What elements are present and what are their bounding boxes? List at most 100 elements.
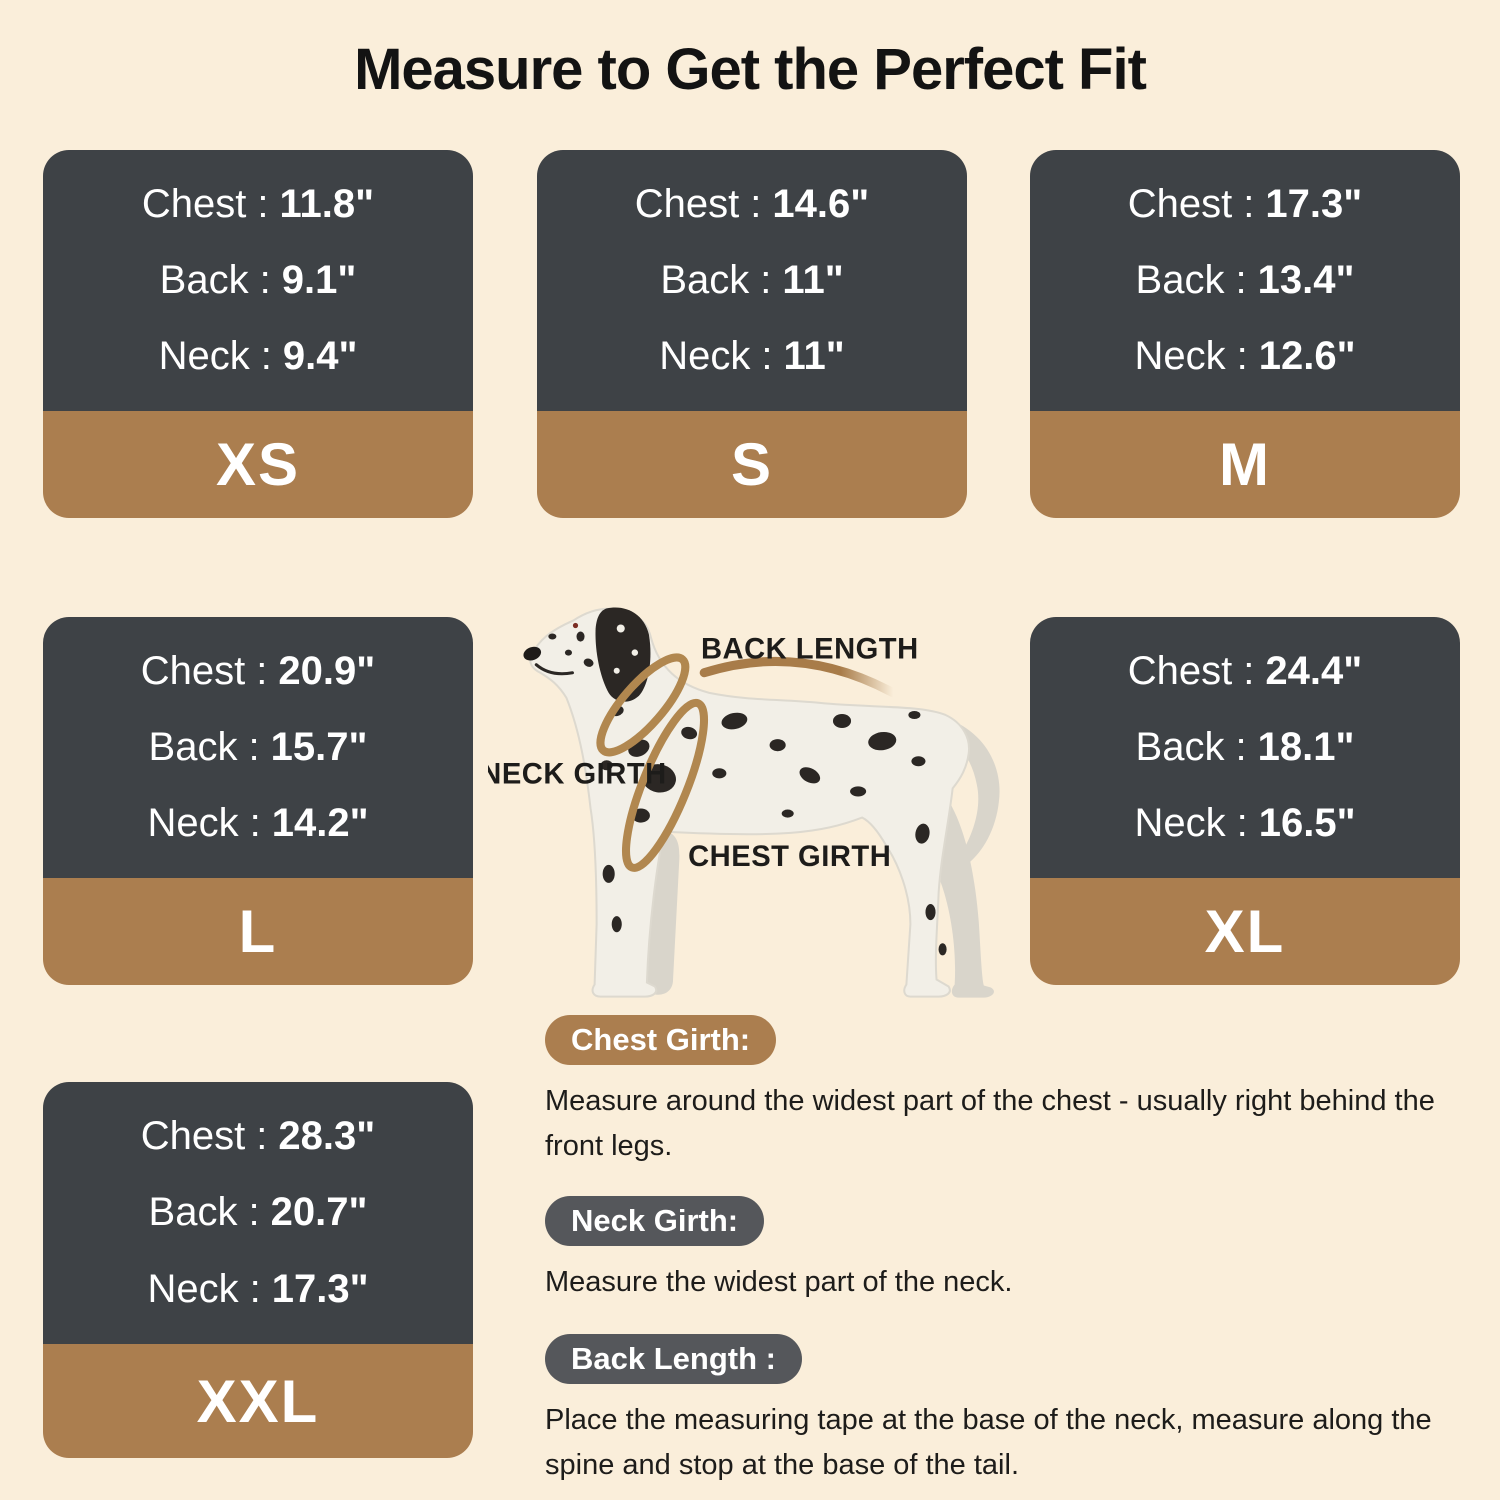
measurement-row: Chest:14.6" (537, 182, 967, 227)
colon-separator: : (760, 257, 772, 302)
measurement-row: Back:9.1" (43, 258, 473, 303)
dog-spots (548, 633, 947, 956)
dog-face (523, 622, 585, 676)
measurements-panel: Chest:17.3" Back:13.4" Neck:12.6" (1030, 150, 1460, 411)
measurement-label: Chest (634, 181, 740, 226)
back-length-heading: Back Length : (545, 1334, 802, 1384)
neck-girth-description: Neck Girth: Measure the widest part of t… (545, 1196, 1490, 1305)
colon-separator: : (259, 257, 271, 302)
measurements-panel: Chest:11.8" Back:9.1" Neck:9.4" (43, 150, 473, 411)
measurement-row: Chest:11.8" (43, 182, 473, 227)
measurement-value: 12.6" (1258, 334, 1356, 379)
measurement-label: Chest (141, 181, 247, 226)
dog-mouth (534, 663, 574, 676)
measurement-value: 18.1" (1257, 724, 1355, 769)
colon-separator: : (1235, 724, 1247, 769)
measurements-panel: Chest:20.9" Back:15.7" Neck:14.2" (43, 617, 473, 878)
measurement-value: 13.4" (1257, 257, 1355, 302)
measurement-row: Chest:24.4" (1030, 649, 1460, 694)
measurement-label: Back (1135, 724, 1225, 769)
size-label: XL (1030, 878, 1460, 985)
measurement-row: Neck:9.4" (43, 334, 473, 379)
measurements-panel: Chest:28.3" Back:20.7" Neck:17.3" (43, 1082, 473, 1344)
colon-separator: : (1235, 257, 1247, 302)
dog-measurement-diagram: BACK LENGTH NECK GIRTH CHEST GIRTH (488, 592, 1016, 1020)
dog-nose (523, 646, 542, 661)
measurement-label: Chest (140, 648, 246, 693)
colon-separator: : (248, 1190, 260, 1235)
measurement-value: 14.2" (271, 801, 369, 846)
measurements-panel: Chest:24.4" Back:18.1" Neck:16.5" (1030, 617, 1460, 878)
measurement-row: Back:20.7" (43, 1190, 473, 1235)
measurement-row: Neck:14.2" (43, 801, 473, 846)
measurement-label: Back (1135, 257, 1225, 302)
measurement-label: Neck (1134, 334, 1226, 379)
back-length-arc (699, 656, 898, 698)
measurement-label: Back (148, 724, 238, 769)
measurement-row: Chest:17.3" (1030, 182, 1460, 227)
colon-separator: : (256, 1113, 268, 1158)
measurement-row: Neck:11" (537, 334, 967, 379)
size-label: XXL (43, 1344, 473, 1458)
size-card-xs: Chest:11.8" Back:9.1" Neck:9.4" XS (43, 150, 473, 518)
neck-girth-heading: Neck Girth: (545, 1196, 765, 1246)
back-length-label: BACK LENGTH (701, 634, 919, 666)
chest-girth-text: Measure around the widest part of the ch… (545, 1085, 1435, 1162)
neck-girth-label: NECK GIRTH (488, 758, 667, 790)
measurement-label: Chest (1127, 181, 1233, 226)
measurement-row: Back:18.1" (1030, 725, 1460, 770)
measurement-label: Back (148, 1190, 238, 1235)
size-card-xxl: Chest:28.3" Back:20.7" Neck:17.3" XXL (43, 1082, 473, 1458)
colon-separator: : (257, 181, 269, 226)
size-card-xl: Chest:24.4" Back:18.1" Neck:16.5" XL (1030, 617, 1460, 985)
measurement-value: 11" (782, 257, 844, 302)
measurements-panel: Chest:14.6" Back:11" Neck:11" (537, 150, 967, 411)
measurement-value: 20.9" (278, 648, 376, 693)
back-length-description: Back Length : Place the measuring tape a… (545, 1334, 1490, 1488)
measurement-value: 17.3" (1265, 181, 1363, 226)
measurement-value: 20.7" (270, 1190, 368, 1235)
measurement-row: Chest:28.3" (43, 1114, 473, 1159)
colon-separator: : (248, 724, 260, 769)
colon-separator: : (761, 334, 773, 379)
size-label: L (43, 878, 473, 985)
neck-girth-text: Measure the widest part of the neck. (545, 1266, 1013, 1298)
measurement-label: Neck (147, 801, 239, 846)
measurement-value: 15.7" (270, 724, 368, 769)
measurement-row: Chest:20.9" (43, 649, 473, 694)
measurement-row: Neck:17.3" (43, 1267, 473, 1312)
measurement-value: 9.1" (281, 257, 357, 302)
measurement-label: Chest (1127, 648, 1233, 693)
measurement-label: Neck (158, 334, 250, 379)
colon-separator: : (260, 334, 272, 379)
measurement-value: 9.4" (282, 334, 358, 379)
colon-separator: : (256, 648, 268, 693)
page-title: Measure to Get the Perfect Fit (354, 37, 1147, 102)
measurement-value: 17.3" (271, 1267, 369, 1312)
measurement-value: 11.8" (279, 181, 375, 226)
dog-body (529, 607, 971, 998)
dog-eye-spot (572, 622, 579, 629)
measurement-label: Neck (147, 1267, 239, 1312)
measurement-row: Back:11" (537, 258, 967, 303)
colon-separator: : (249, 1267, 261, 1312)
measurement-row: Back:15.7" (43, 725, 473, 770)
measurement-value: 14.6" (772, 181, 870, 226)
colon-separator: : (1236, 801, 1248, 846)
measurement-row: Back:13.4" (1030, 258, 1460, 303)
measurement-value: 28.3" (278, 1113, 376, 1158)
back-length-text: Place the measuring tape at the base of … (545, 1404, 1432, 1481)
chest-girth-heading: Chest Girth: (545, 1015, 777, 1065)
measurement-value: 24.4" (1265, 648, 1363, 693)
measurement-label: Neck (659, 334, 751, 379)
colon-separator: : (1243, 648, 1255, 693)
measurement-row: Neck:16.5" (1030, 801, 1460, 846)
measurement-label: Back (660, 257, 750, 302)
size-card-l: Chest:20.9" Back:15.7" Neck:14.2" L (43, 617, 473, 985)
colon-separator: : (1243, 181, 1255, 226)
size-label: M (1030, 411, 1460, 518)
measurement-label: Back (159, 257, 249, 302)
dog-illustration: BACK LENGTH NECK GIRTH CHEST GIRTH (488, 607, 1000, 998)
measurement-label: Neck (1134, 801, 1226, 846)
colon-separator: : (1236, 334, 1248, 379)
